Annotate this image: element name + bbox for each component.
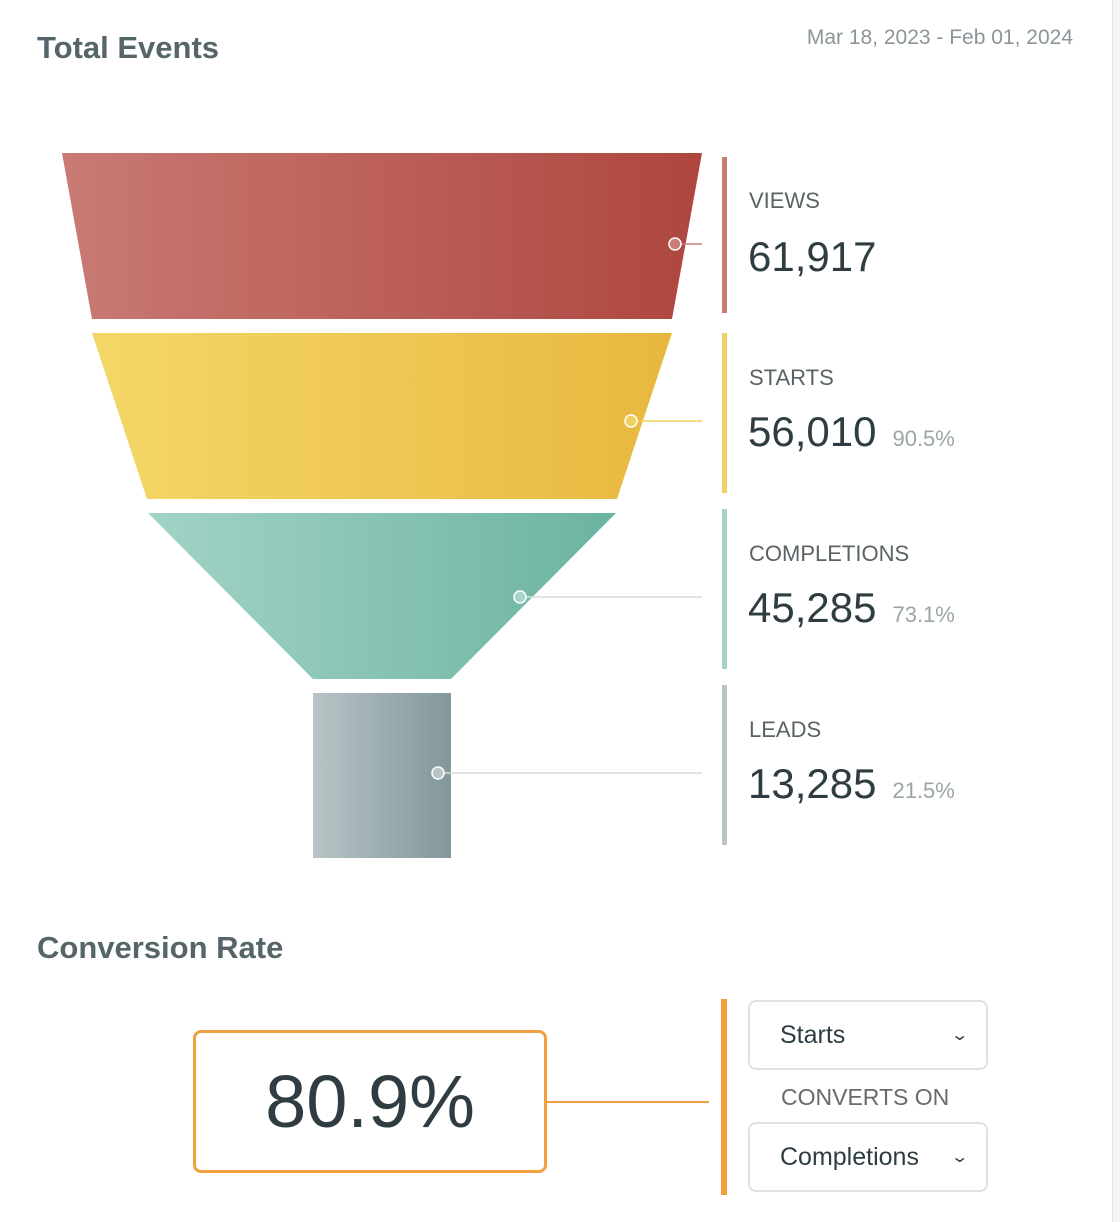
stage-count: 61,917 [748, 233, 877, 280]
stage-bar-views [722, 157, 727, 313]
stage-label-views: VIEWS [749, 188, 820, 213]
funnel-segment-views[interactable] [62, 153, 702, 319]
conversion-rate-value: 80.9% [193, 1030, 547, 1173]
to-stage-select[interactable]: Completions ⌄ [748, 1122, 988, 1192]
funnel-segment-leads[interactable] [313, 693, 451, 858]
marker-completions [513, 590, 527, 604]
stage-label-completions: COMPLETIONS [749, 541, 910, 566]
stage-bar-completions [722, 509, 727, 669]
conversion-title: Conversion Rate [37, 930, 284, 965]
date-range[interactable]: Mar 18, 2023 - Feb 01, 2024 [806, 26, 1073, 49]
stage-label-leads: LEADS [749, 717, 822, 742]
stage-label-starts: STARTS [749, 365, 834, 390]
select-value: Starts [780, 1020, 846, 1049]
conversion-accent-bar [721, 999, 727, 1195]
stage-percent: 90.5% [892, 426, 955, 451]
funnel-segment-completions[interactable] [148, 513, 616, 679]
stage-bar-leads [722, 685, 727, 845]
converts-on-label: CONVERTS ON [781, 1084, 950, 1110]
from-stage-select[interactable]: Starts ⌄ [748, 1000, 988, 1070]
marker-leads [431, 766, 445, 780]
stage-count: 56,010 [748, 408, 877, 455]
marker-starts [624, 414, 638, 428]
chevron-down-icon: ⌄ [949, 1027, 969, 1044]
stage-percent: 73.1% [892, 602, 955, 627]
funnel-chart [62, 153, 702, 858]
funnel-segment-starts[interactable] [92, 333, 672, 499]
marker-views [668, 237, 682, 251]
stage-count: 45,285 [748, 584, 877, 631]
stage-percent: 21.5% [892, 778, 955, 803]
page-title: Total Events [37, 30, 220, 65]
stage-count: 13,285 [748, 760, 877, 807]
chevron-down-icon: ⌄ [949, 1149, 969, 1166]
select-value: Completions [780, 1142, 919, 1171]
conversion-connector [546, 1101, 709, 1103]
stage-value-leads: 13,285 21.5% [748, 760, 955, 808]
stage-value-views: 61,917 [748, 233, 876, 281]
stage-value-completions: 45,285 73.1% [748, 584, 955, 632]
stage-value-starts: 56,010 90.5% [748, 408, 955, 456]
stage-bar-starts [722, 333, 727, 493]
scrollbar[interactable] [1112, 0, 1120, 1222]
